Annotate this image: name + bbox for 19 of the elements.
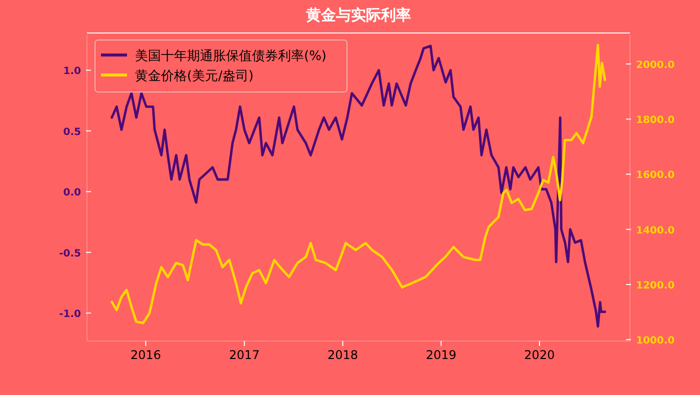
y-tick-label: 0.0: [63, 188, 82, 199]
x-tick-label: 2019: [426, 348, 456, 362]
y-tick-label: 0.5: [63, 126, 82, 138]
y2-tick-label: 1000.0: [636, 336, 675, 347]
chart-title: 黄金与实际利率: [305, 6, 411, 24]
y-tick-label: -0.5: [59, 248, 82, 260]
x-tick-label: 2017: [229, 348, 260, 362]
x-tick-label: 2016: [130, 348, 162, 362]
y-tick-label: -1.0: [59, 309, 82, 320]
y2-tick-label: 2000.0: [636, 60, 675, 71]
x-tick-label: 2018: [327, 348, 358, 362]
legend-label: 黄金价格(美元/盎司): [135, 68, 254, 84]
y2-tick-label: 1400.0: [636, 225, 675, 236]
y2-tick-label: 1800.0: [636, 115, 675, 126]
y2-tick-label: 1600.0: [636, 170, 675, 182]
y2-tick-label: 1200.0: [636, 280, 675, 292]
y-tick-label: 1.0: [63, 66, 82, 78]
x-tick-label: 2020: [524, 348, 555, 362]
legend-label: 美国十年期通胀保值债券利率(%): [135, 48, 326, 64]
